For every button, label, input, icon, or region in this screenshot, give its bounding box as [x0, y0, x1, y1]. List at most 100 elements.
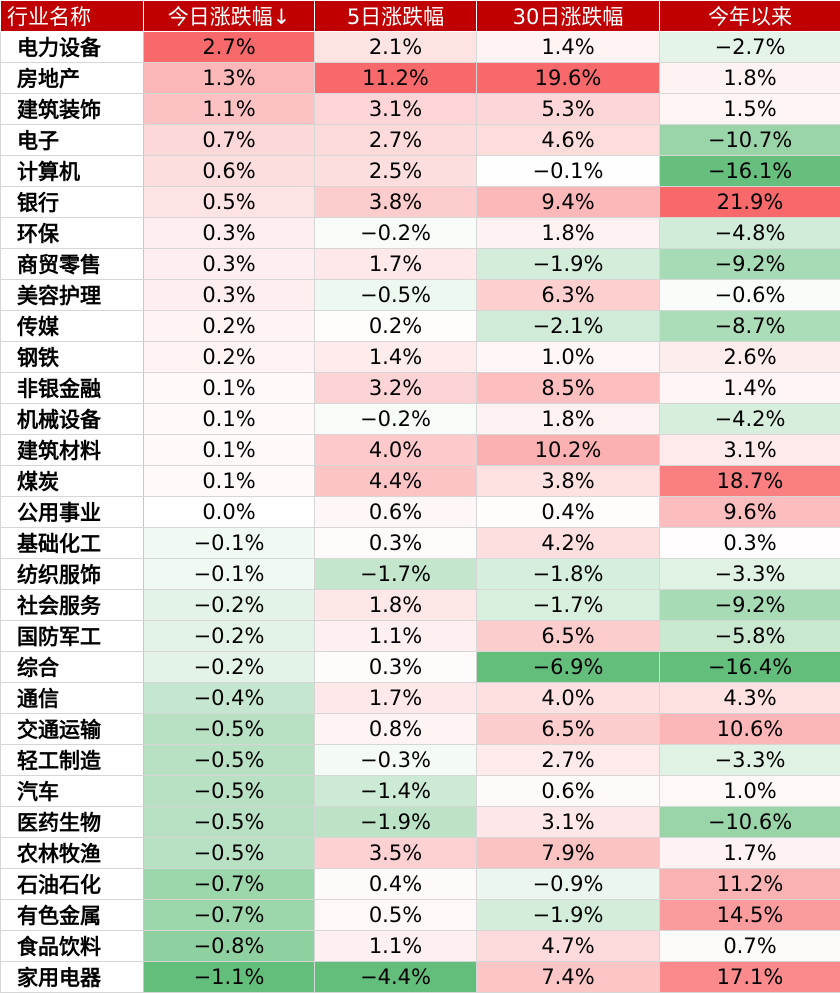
ytd-change-cell: −16.4%: [660, 652, 840, 683]
5day-change-cell: 4.4%: [315, 466, 477, 497]
industry-name-cell: 美容护理: [1, 280, 144, 311]
30day-change-cell: 9.4%: [477, 187, 660, 218]
ytd-change-cell: −10.6%: [660, 807, 840, 838]
ytd-change-cell: −4.8%: [660, 218, 840, 249]
industry-name-cell: 通信: [1, 683, 144, 714]
table-row: 基础化工−0.1%0.3%4.2%0.3%: [1, 528, 840, 559]
30day-change-cell: 1.8%: [477, 404, 660, 435]
header-today-change[interactable]: 今日涨跌幅↓: [144, 1, 315, 32]
today-change-cell: −0.7%: [144, 900, 315, 931]
table-row: 医药生物−0.5%−1.9%3.1%−10.6%: [1, 807, 840, 838]
ytd-change-cell: −5.8%: [660, 621, 840, 652]
ytd-change-cell: −9.2%: [660, 590, 840, 621]
30day-change-cell: −1.9%: [477, 249, 660, 280]
today-change-cell: 0.2%: [144, 342, 315, 373]
30day-change-cell: 6.5%: [477, 714, 660, 745]
30day-change-cell: −0.1%: [477, 156, 660, 187]
ytd-change-cell: −3.3%: [660, 559, 840, 590]
ytd-change-cell: 1.5%: [660, 94, 840, 125]
30day-change-cell: −1.7%: [477, 590, 660, 621]
industry-name-cell: 建筑材料: [1, 435, 144, 466]
today-change-cell: 1.1%: [144, 94, 315, 125]
industry-name-cell: 房地产: [1, 63, 144, 94]
5day-change-cell: −4.4%: [315, 962, 477, 993]
5day-change-cell: 1.8%: [315, 590, 477, 621]
ytd-change-cell: 4.3%: [660, 683, 840, 714]
industry-name-cell: 纺织服饰: [1, 559, 144, 590]
30day-change-cell: 5.3%: [477, 94, 660, 125]
table-row: 国防军工−0.2%1.1%6.5%−5.8%: [1, 621, 840, 652]
ytd-change-cell: 3.1%: [660, 435, 840, 466]
header-30day-change[interactable]: 30日涨跌幅: [477, 1, 660, 32]
ytd-change-cell: 0.3%: [660, 528, 840, 559]
5day-change-cell: 0.3%: [315, 652, 477, 683]
today-change-cell: 0.3%: [144, 218, 315, 249]
today-change-cell: −0.2%: [144, 590, 315, 621]
industry-name-cell: 基础化工: [1, 528, 144, 559]
ytd-change-cell: 21.9%: [660, 187, 840, 218]
table-row: 纺织服饰−0.1%−1.7%−1.8%−3.3%: [1, 559, 840, 590]
30day-change-cell: 6.5%: [477, 621, 660, 652]
5day-change-cell: 2.7%: [315, 125, 477, 156]
30day-change-cell: 1.8%: [477, 218, 660, 249]
today-change-cell: −0.2%: [144, 652, 315, 683]
5day-change-cell: 3.5%: [315, 838, 477, 869]
header-industry-name[interactable]: 行业名称: [1, 1, 144, 32]
today-change-cell: 2.7%: [144, 32, 315, 63]
30day-change-cell: −1.8%: [477, 559, 660, 590]
today-change-cell: −0.1%: [144, 559, 315, 590]
industry-name-cell: 农林牧渔: [1, 838, 144, 869]
industry-name-cell: 食品饮料: [1, 931, 144, 962]
industry-name-cell: 综合: [1, 652, 144, 683]
industry-name-cell: 有色金属: [1, 900, 144, 931]
ytd-change-cell: 2.6%: [660, 342, 840, 373]
header-ytd-change[interactable]: 今年以来: [660, 1, 840, 32]
30day-change-cell: 3.8%: [477, 466, 660, 497]
industry-name-cell: 环保: [1, 218, 144, 249]
table-row: 综合−0.2%0.3%−6.9%−16.4%: [1, 652, 840, 683]
industry-name-cell: 电子: [1, 125, 144, 156]
30day-change-cell: 1.0%: [477, 342, 660, 373]
ytd-change-cell: 0.7%: [660, 931, 840, 962]
industry-name-cell: 银行: [1, 187, 144, 218]
header-5day-change[interactable]: 5日涨跌幅: [315, 1, 477, 32]
30day-change-cell: 8.5%: [477, 373, 660, 404]
30day-change-cell: 10.2%: [477, 435, 660, 466]
30day-change-cell: 7.9%: [477, 838, 660, 869]
5day-change-cell: 2.1%: [315, 32, 477, 63]
ytd-change-cell: −16.1%: [660, 156, 840, 187]
5day-change-cell: 1.7%: [315, 683, 477, 714]
table-row: 石油石化−0.7%0.4%−0.9%11.2%: [1, 869, 840, 900]
header-row: 行业名称 今日涨跌幅↓ 5日涨跌幅 30日涨跌幅 今年以来: [1, 1, 840, 32]
ytd-change-cell: 11.2%: [660, 869, 840, 900]
ytd-change-cell: 9.6%: [660, 497, 840, 528]
industry-name-cell: 交通运输: [1, 714, 144, 745]
today-change-cell: −0.8%: [144, 931, 315, 962]
30day-change-cell: 0.6%: [477, 776, 660, 807]
industry-name-cell: 钢铁: [1, 342, 144, 373]
industry-name-cell: 机械设备: [1, 404, 144, 435]
table-row: 社会服务−0.2%1.8%−1.7%−9.2%: [1, 590, 840, 621]
table-row: 食品饮料−0.8%1.1%4.7%0.7%: [1, 931, 840, 962]
industry-name-cell: 建筑装饰: [1, 94, 144, 125]
table-row: 汽车−0.5%−1.4%0.6%1.0%: [1, 776, 840, 807]
today-change-cell: −0.5%: [144, 745, 315, 776]
today-change-cell: −0.1%: [144, 528, 315, 559]
today-change-cell: −0.2%: [144, 621, 315, 652]
today-change-cell: 0.1%: [144, 404, 315, 435]
30day-change-cell: 3.1%: [477, 807, 660, 838]
industry-name-cell: 汽车: [1, 776, 144, 807]
5day-change-cell: 11.2%: [315, 63, 477, 94]
ytd-change-cell: 1.4%: [660, 373, 840, 404]
industry-name-cell: 非银金融: [1, 373, 144, 404]
industry-name-cell: 公用事业: [1, 497, 144, 528]
industry-name-cell: 煤炭: [1, 466, 144, 497]
industry-name-cell: 石油石化: [1, 869, 144, 900]
